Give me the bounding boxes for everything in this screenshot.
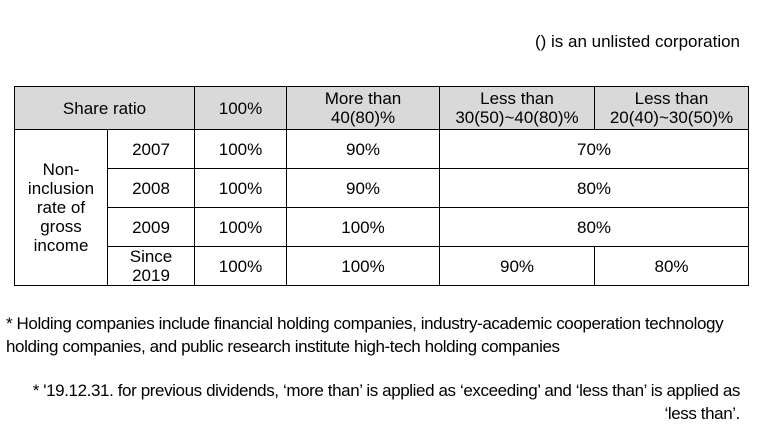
cell-more-than-40: 100% — [286, 246, 440, 286]
unlisted-note: () is an unlisted corporation — [534, 32, 740, 51]
cell-more-than-40: 90% — [286, 129, 440, 169]
header-less-than-20-30: Less than 20(40)~30(50)% — [594, 86, 749, 130]
cell-less-than-20-30: 80% — [594, 246, 749, 286]
cell-more-than-40: 90% — [286, 168, 440, 208]
cell-100: 100% — [194, 168, 287, 208]
table-row: 2009 100% 100% 80% — [15, 207, 749, 247]
year-cell: 2009 — [107, 207, 195, 247]
header-more-than-40: More than 40(80)% — [286, 86, 440, 130]
header-less-than-30-40: Less than 30(50)~40(80)% — [439, 86, 595, 130]
cell-100: 100% — [194, 129, 287, 169]
cell-more-than-40: 100% — [286, 207, 440, 247]
year-cell: 2007 — [107, 129, 195, 169]
year-cell: 2008 — [107, 168, 195, 208]
cell-100: 100% — [194, 246, 287, 286]
table-row: 2008 100% 90% 80% — [15, 168, 749, 208]
year-cell: Since 2019 — [107, 246, 195, 286]
header-share-ratio: Share ratio — [14, 86, 195, 130]
cell-merged: 70% — [439, 129, 749, 169]
footnote-holding-companies: * Holding companies include financial ho… — [6, 314, 724, 356]
table-header-row: Share ratio 100% More than 40(80)% Less … — [14, 86, 749, 130]
cell-merged: 80% — [439, 168, 749, 208]
header-100: 100% — [194, 86, 287, 130]
row-group-label: Non- inclusion rate of gross income — [14, 129, 108, 286]
table-row: Since 2019 100% 100% 90% 80% — [15, 246, 749, 286]
table-row: Non- inclusion rate of gross income 2007… — [14, 129, 749, 286]
cell-less-than-30-40: 90% — [439, 246, 595, 286]
cell-100: 100% — [194, 207, 287, 247]
footnote-dividends: * '19.12.31. for previous dividends, ‘mo… — [32, 381, 741, 423]
cell-merged: 80% — [439, 207, 749, 247]
share-ratio-table: Share ratio 100% More than 40(80)% Less … — [14, 86, 749, 286]
